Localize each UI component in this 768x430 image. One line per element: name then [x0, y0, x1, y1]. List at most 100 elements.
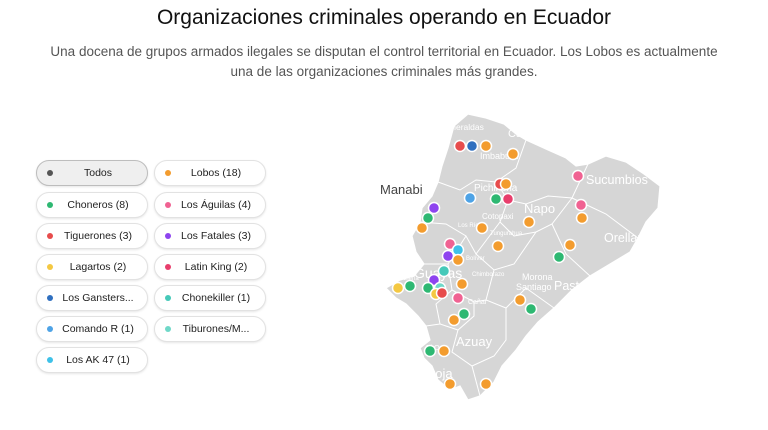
filter-dot [165, 170, 171, 176]
filter-label: Tiguerones (3) [64, 230, 132, 242]
filter-label: Los AK 47 (1) [66, 354, 130, 366]
filter-label: Lagartos (2) [69, 261, 127, 273]
label-sucumbios: Sucumbios [586, 173, 648, 187]
filter-chonekiller[interactable]: Chonekiller (1) [154, 285, 266, 311]
label-santa-elena: Santa Elena [386, 276, 419, 282]
label-napo: Napo [524, 201, 555, 216]
label-cotopaxi: Cotopaxi [482, 212, 514, 221]
filter-tiburones[interactable]: Tiburones/M... [154, 316, 266, 342]
marker-los-fatales[interactable] [427, 201, 441, 215]
marker-los-aguilas[interactable] [571, 169, 585, 183]
marker-lobos[interactable] [575, 211, 589, 225]
marker-tiguerones[interactable] [435, 286, 449, 300]
ecuador-shape [385, 113, 661, 401]
label-morona: Morona [522, 272, 553, 282]
marker-lobos[interactable] [513, 293, 527, 307]
marker-choneros[interactable] [489, 192, 503, 206]
filter-label: Todos [83, 167, 113, 179]
marker-lobos[interactable] [437, 344, 451, 358]
marker-los-gansters[interactable] [465, 139, 479, 153]
marker-latin-king[interactable] [501, 192, 515, 206]
marker-lobos[interactable] [506, 147, 520, 161]
province-labels: Esmeraldas Carchi Imbabura Sucumbios Man… [380, 122, 651, 381]
marker-choneros[interactable] [423, 344, 437, 358]
filter-los-ak47[interactable]: Los AK 47 (1) [36, 347, 148, 373]
page-subtitle: Una docena de grupos armados ilegales se… [50, 44, 718, 79]
filter-dot [47, 233, 53, 239]
filter-dot [165, 233, 171, 239]
filter-dot [47, 264, 53, 270]
filter-label: Tiburones/M... [182, 323, 250, 335]
label-los-rios: Los Ríos [458, 223, 482, 229]
marker-lobos[interactable] [499, 177, 513, 191]
filter-label: Los Fatales (3) [180, 230, 252, 242]
marker-choneros[interactable] [457, 307, 471, 321]
marker-tiguerones[interactable] [453, 139, 467, 153]
label-azuay: Azuay [456, 334, 493, 349]
marker-lobos[interactable] [415, 221, 429, 235]
marker-lobos[interactable] [491, 239, 505, 253]
filter-latin-king[interactable]: Latin King (2) [154, 254, 266, 280]
filter-lagartos[interactable]: Lagartos (2) [36, 254, 148, 280]
marker-choneros[interactable] [524, 302, 538, 316]
filter-dot [165, 264, 171, 270]
marker-lobos[interactable] [447, 313, 461, 327]
marker-lobos[interactable] [451, 253, 465, 267]
filter-label: Los Gansters... [62, 292, 134, 304]
filter-choneros[interactable]: Choneros (8) [36, 192, 148, 218]
marker-lobos[interactable] [443, 377, 457, 391]
label-bolivar: Bolívar [466, 256, 485, 262]
label-manabi: Manabi [380, 182, 423, 197]
page-title: Organizaciones criminales operando en Ec… [156, 6, 612, 29]
marker-choneros[interactable] [421, 211, 435, 225]
marker-los-aguilas[interactable] [574, 198, 588, 212]
label-tungurahua: Tungurahua [490, 231, 523, 237]
marker-lobos[interactable] [455, 277, 469, 291]
filter-label: Comando R (1) [62, 323, 134, 335]
marker-los-aguilas[interactable] [451, 291, 465, 305]
filter-label: Choneros (8) [67, 199, 129, 211]
label-loja: Loja [428, 366, 453, 381]
ecuador-map-svg: Esmeraldas Carchi Imbabura Sucumbios Man… [380, 113, 661, 401]
marker-choneros[interactable] [403, 279, 417, 293]
filter-label: Lobos (18) [190, 167, 242, 179]
marker-lobos[interactable] [479, 139, 493, 153]
marker-lobos[interactable] [563, 238, 577, 252]
filter-label: Los Águilas (4) [180, 199, 252, 211]
filter-comando-r[interactable]: Comando R (1) [36, 316, 148, 342]
group-markers [391, 139, 589, 391]
label-esmeraldas: Esmeraldas [439, 122, 484, 132]
filter-lobos[interactable]: Lobos (18) [154, 160, 266, 186]
label-canar: Cañar [468, 299, 488, 306]
label-imbabura: Imbabura [480, 151, 518, 161]
marker-lobos[interactable] [475, 221, 489, 235]
label-santiago: Santiago [516, 282, 552, 292]
filter-todos[interactable]: Todos [36, 160, 148, 186]
filter-dot [47, 202, 53, 208]
filter-dot [47, 170, 53, 176]
marker-chonekiller[interactable] [437, 264, 451, 278]
label-orellana: Orellana [604, 231, 651, 245]
marker-lobos[interactable] [479, 377, 493, 391]
label-pastaza: Pastaza [554, 279, 599, 293]
marker-choneros[interactable] [552, 250, 566, 264]
filter-los-fatales[interactable]: Los Fatales (3) [154, 223, 266, 249]
filter-dot [47, 326, 53, 332]
filter-los-aguilas[interactable]: Los Águilas (4) [154, 192, 266, 218]
label-carchi: Carchi [508, 128, 540, 140]
filter-label: Latin King (2) [184, 261, 248, 273]
filter-dot [165, 326, 171, 332]
marker-lagartos[interactable] [391, 281, 405, 295]
marker-comando-r[interactable] [463, 191, 477, 205]
filter-tiguerones[interactable]: Tiguerones (3) [36, 223, 148, 249]
label-chimborazo: Chimborazo [472, 272, 505, 278]
filter-los-gansters[interactable]: Los Gansters... [36, 285, 148, 311]
ecuador-map[interactable]: Esmeraldas Carchi Imbabura Sucumbios Man… [376, 104, 676, 424]
label-el-oro: El Oro [426, 345, 446, 352]
filter-dot [47, 295, 53, 301]
filter-dot [165, 295, 171, 301]
filter-label: Chonekiller (1) [181, 292, 251, 304]
filter-dot [165, 202, 171, 208]
marker-lobos[interactable] [522, 215, 536, 229]
filter-dot [47, 357, 53, 363]
